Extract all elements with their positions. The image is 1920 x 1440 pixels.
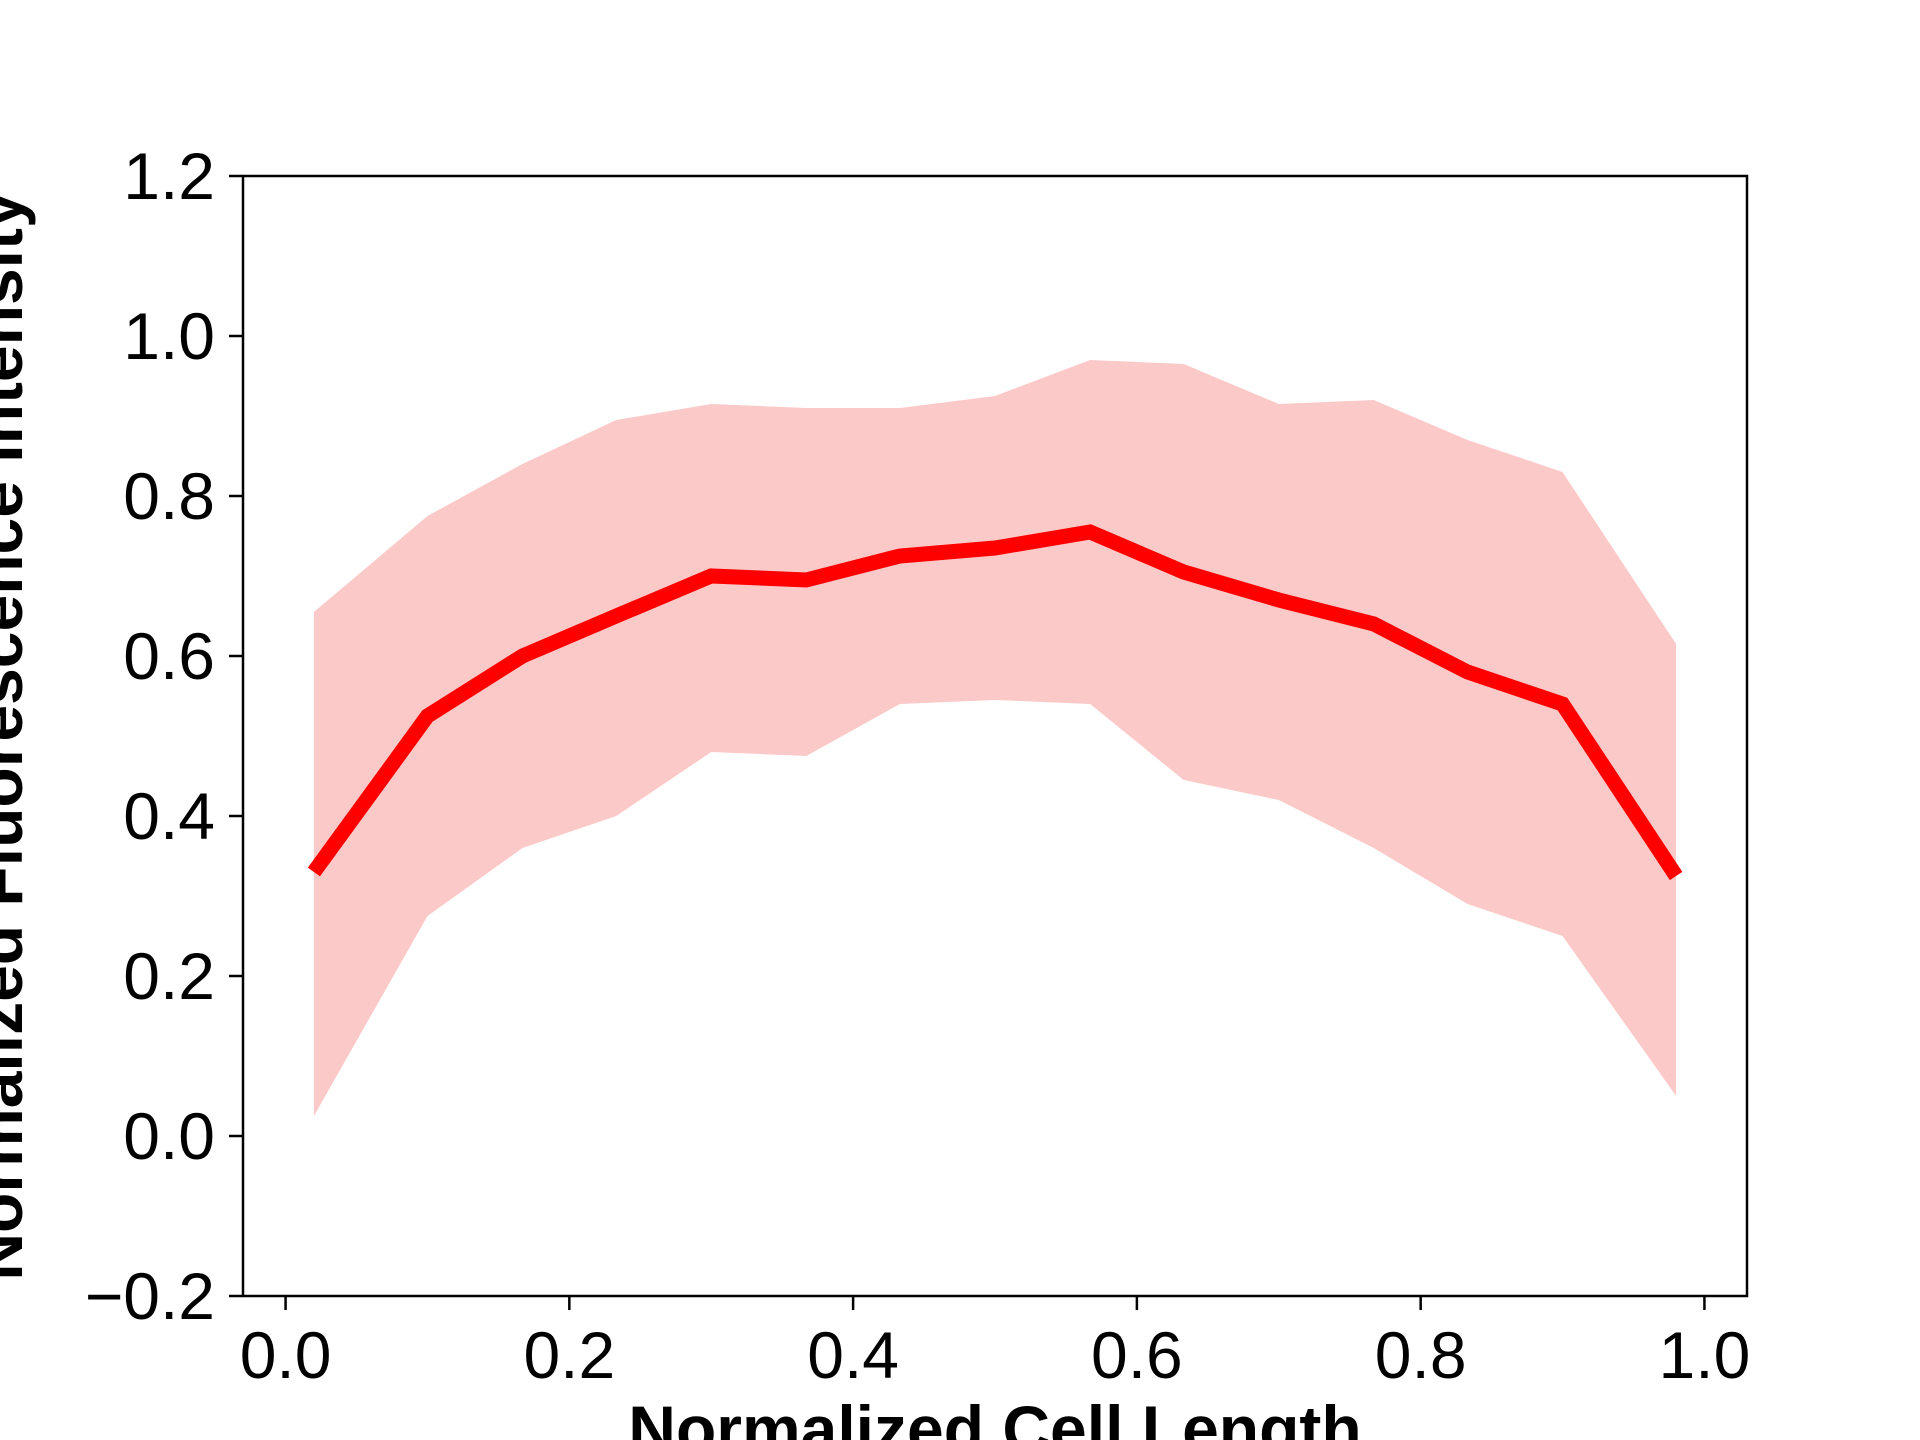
x-axis-label: Normalized Cell Length (628, 1392, 1361, 1440)
x-tick-label: 0.2 (523, 1318, 615, 1392)
x-tick-label: 0.8 (1375, 1318, 1467, 1392)
x-tick-label: 1.0 (1659, 1318, 1751, 1392)
plot-frame (241, 174, 1749, 1298)
y-tick-label: 0.6 (123, 619, 215, 693)
y-tick-label: 0.4 (123, 779, 215, 853)
x-tick-label: 0.4 (807, 1318, 899, 1392)
series-line-mean (307, 524, 1683, 881)
band-layer (313, 360, 1677, 1116)
std-band (313, 360, 1677, 1116)
x-tick-label: 0.0 (240, 1318, 332, 1392)
y-tick-label: 0.8 (123, 459, 215, 533)
x-tick-label: 0.6 (1091, 1318, 1183, 1392)
y-tick-label: 1.0 (123, 299, 215, 373)
y-tick-label: 1.2 (123, 139, 215, 213)
y-tick-label: 0.2 (123, 939, 215, 1013)
y-ticks: −0.2 0.0 0.2 0.4 0.6 0.8 1.0 1.2 (85, 139, 243, 1333)
y-axis-label: Normalized Fluorescence Intensity (0, 191, 36, 1281)
y-tick-label: 0.0 (123, 1099, 215, 1173)
y-tick-label: −0.2 (85, 1259, 215, 1333)
line-layer (307, 524, 1683, 881)
x-ticks: 0.0 0.2 0.4 0.6 0.8 1.0 (240, 1296, 1751, 1392)
